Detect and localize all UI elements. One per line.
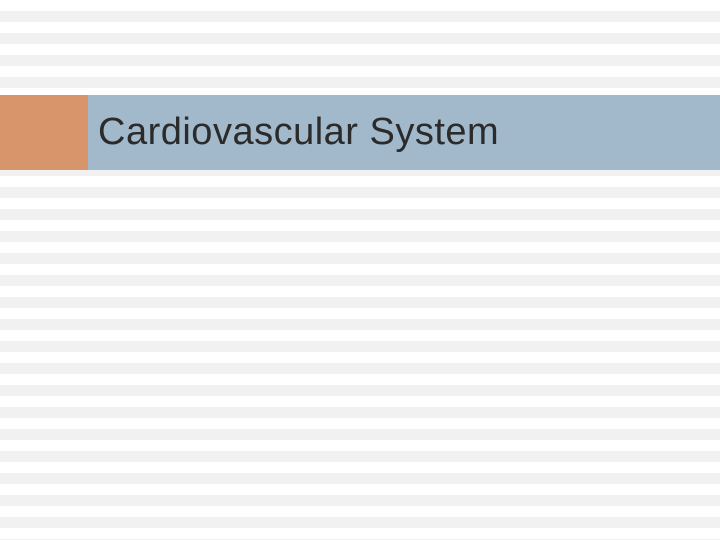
title-block: Cardiovascular System: [88, 95, 720, 170]
accent-block: [0, 95, 88, 170]
striped-background: [0, 0, 720, 540]
slide-title: Cardiovascular System: [98, 111, 499, 154]
title-band: Cardiovascular System: [0, 95, 720, 170]
